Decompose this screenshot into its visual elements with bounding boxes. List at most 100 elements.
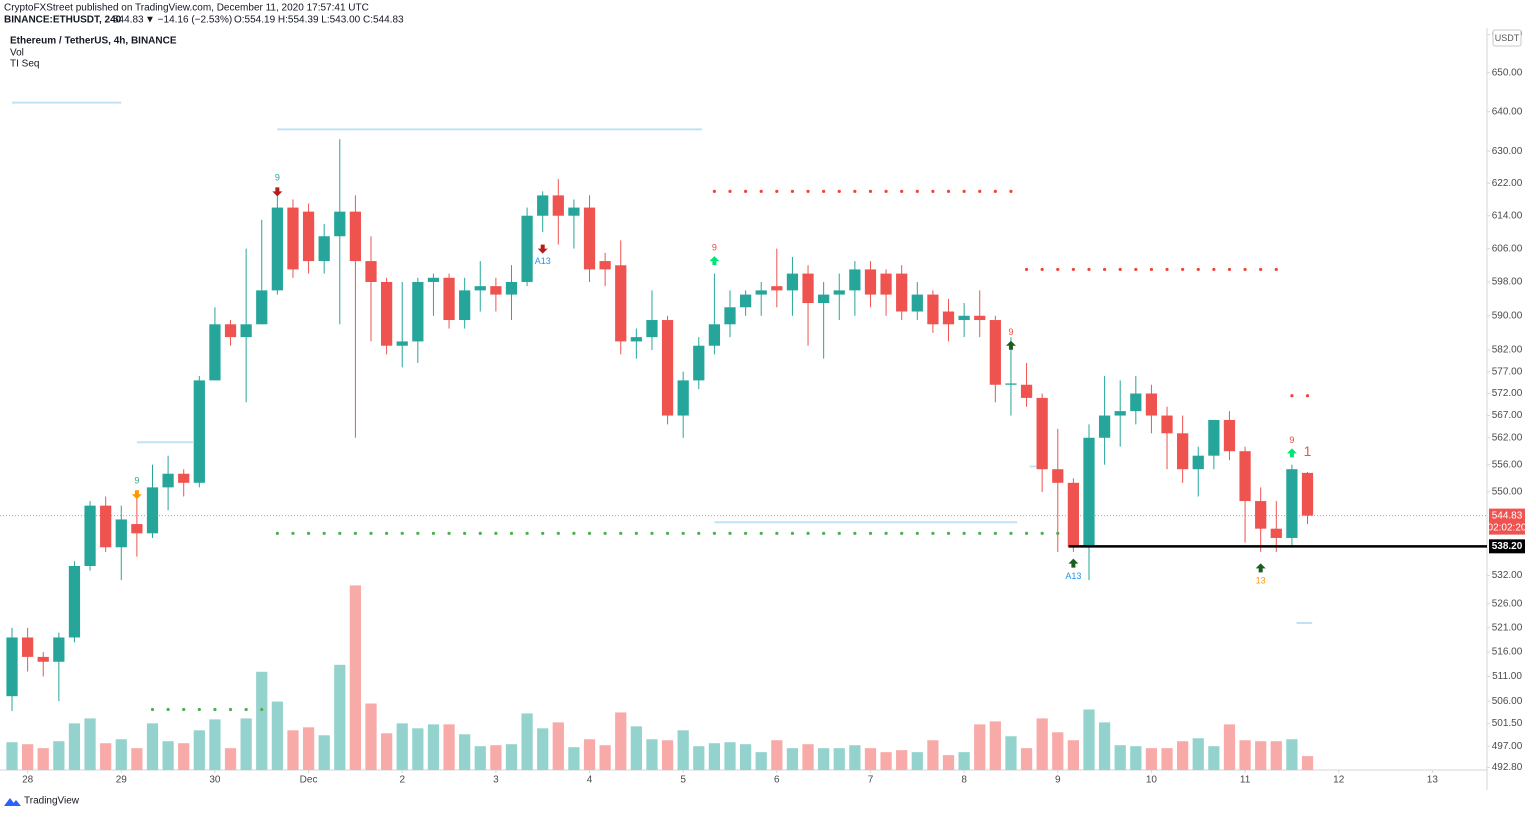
level-dot <box>759 531 763 535</box>
candle-body <box>505 281 518 295</box>
level-dot <box>1290 394 1294 398</box>
candle-body <box>1270 528 1282 538</box>
support-label: 538.20 <box>1492 541 1523 552</box>
volume-bar <box>1130 746 1142 770</box>
level-dot <box>275 531 279 535</box>
volume-bar <box>818 748 830 770</box>
candle-body <box>630 337 642 342</box>
x-tick-label: 4 <box>587 775 593 786</box>
level-dot <box>1118 267 1122 272</box>
candle-body <box>989 320 1001 385</box>
candle-body <box>256 290 268 325</box>
level-dot <box>853 189 857 193</box>
last-price-label: 544.83 <box>1492 510 1523 521</box>
y-tick-label: 606.00 <box>1492 243 1523 254</box>
volume-bar <box>100 743 112 770</box>
y-tick-label: 598.00 <box>1492 277 1523 288</box>
y-tick-label: 614.00 <box>1492 210 1523 221</box>
level-dot <box>931 531 935 535</box>
signal-arrow <box>131 490 142 500</box>
volume-bar <box>53 741 65 770</box>
candle-body <box>22 637 34 657</box>
tv-logo <box>4 798 21 806</box>
level-dot <box>775 531 779 535</box>
level-dot <box>1087 267 1091 272</box>
volume-bar <box>911 752 923 770</box>
candle-body <box>349 211 362 262</box>
level-dot <box>1212 267 1216 272</box>
level-dot <box>603 531 607 535</box>
candle-body <box>490 286 502 295</box>
level-dot <box>1259 267 1263 272</box>
candle-body <box>1286 469 1298 538</box>
candle-body <box>37 656 49 662</box>
volume-bar <box>1161 748 1173 770</box>
volume-bar <box>1286 739 1298 770</box>
level-dot <box>619 531 623 535</box>
published: CryptoFXStreet published on TradingView.… <box>4 3 369 14</box>
x-tick-label: 9 <box>1055 775 1061 786</box>
volume-bar <box>1192 738 1204 770</box>
volume-bar <box>443 724 455 770</box>
level-dot <box>1071 267 1075 272</box>
y-tick-label: 506.00 <box>1492 696 1523 707</box>
candle-body <box>240 324 252 338</box>
level-dot <box>900 189 904 193</box>
candle-body <box>1083 437 1095 548</box>
y-tick-label: 521.00 <box>1492 622 1523 633</box>
level-dot <box>868 531 873 535</box>
level-dot <box>806 189 810 193</box>
candle-body <box>1005 383 1017 385</box>
y-tick-label: 650.00 <box>1492 67 1523 78</box>
level-dot <box>634 531 638 535</box>
level-dot <box>806 531 810 535</box>
volume-bar <box>599 745 611 770</box>
ohlc: O:554.19 H:554.39 L:543.00 C:544.83 <box>234 15 404 26</box>
level-dot <box>650 531 654 535</box>
volume-bar <box>209 719 221 770</box>
level-dot <box>728 531 732 535</box>
candle-body <box>864 269 877 295</box>
level-dot <box>1102 267 1107 272</box>
candle-body <box>334 211 346 237</box>
level-dot <box>1009 531 1013 535</box>
y-tick-label: 630.00 <box>1492 146 1523 157</box>
x-tick-label: 11 <box>1240 775 1251 786</box>
y-tick-label: 640.00 <box>1492 106 1523 117</box>
level-dot <box>1305 394 1310 398</box>
volume-bar <box>396 723 408 770</box>
level-dot <box>338 531 342 535</box>
level-dot <box>712 531 716 535</box>
volume-bar <box>1052 732 1064 770</box>
level-dot <box>978 531 982 535</box>
signal-arrow <box>1068 558 1079 568</box>
level-dot <box>681 531 685 535</box>
volume-bar <box>490 745 502 770</box>
y-tick-label: 582.00 <box>1492 345 1523 356</box>
x-tick-label: 30 <box>209 775 221 786</box>
last-price-tag <box>1489 508 1525 535</box>
candle-body <box>68 565 81 638</box>
candle-body <box>693 345 705 381</box>
legend-vol: Vol <box>10 48 24 59</box>
candle-body <box>677 380 689 416</box>
signal-arrow <box>709 256 720 266</box>
level-dot <box>665 531 670 535</box>
volume-bar <box>630 726 642 770</box>
volume-bar <box>1239 740 1251 770</box>
footer: TradingView <box>24 796 80 807</box>
level-dot <box>385 531 389 535</box>
candle-body <box>162 473 174 488</box>
signal-arrow <box>537 244 548 254</box>
level-dot <box>946 189 951 193</box>
level-dot <box>837 189 841 193</box>
candle-body <box>1036 397 1048 470</box>
volume-bar <box>989 721 1001 770</box>
level-dot <box>182 707 186 712</box>
x-tick-label: 13 <box>1427 775 1439 786</box>
volume-bar <box>84 718 96 770</box>
level-dot <box>1009 189 1013 193</box>
candle-body <box>443 277 455 321</box>
level-dot <box>837 531 841 535</box>
candle-body <box>131 524 143 534</box>
